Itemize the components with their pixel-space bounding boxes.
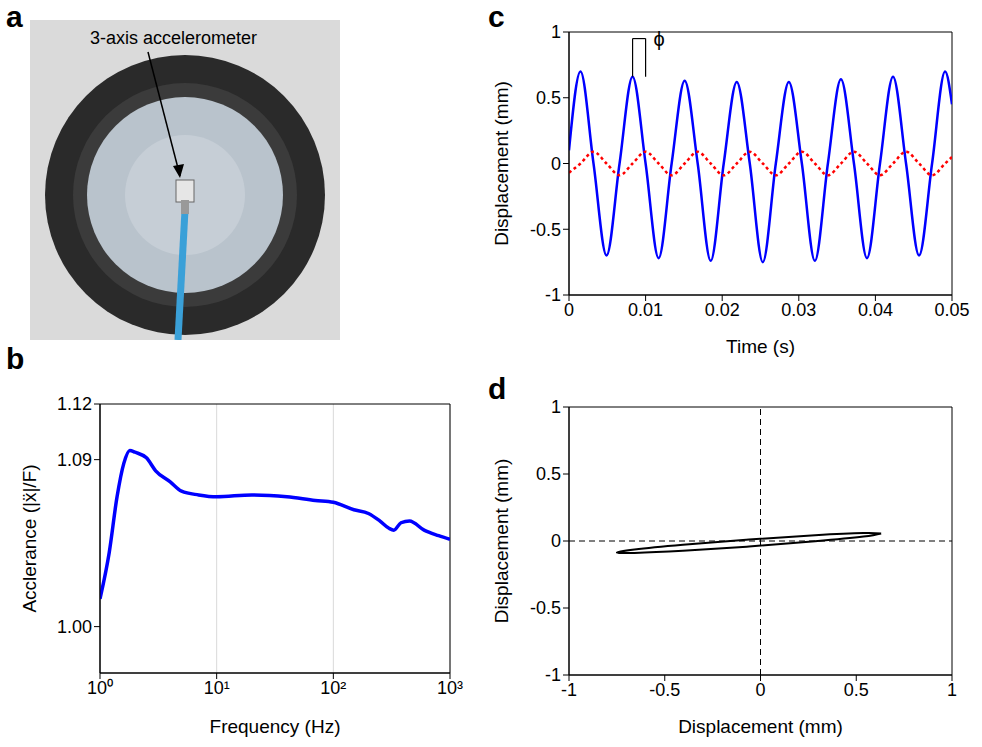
html-text:d: d: [488, 372, 507, 405]
svg-text:ϕ: ϕ: [654, 28, 665, 50]
svg-text:10²: 10²: [320, 678, 346, 698]
svg-text:0.5: 0.5: [844, 680, 869, 700]
svg-text:0.03: 0.03: [781, 300, 816, 320]
svg-text:0.5: 0.5: [536, 464, 561, 484]
svg-text:10¹: 10¹: [204, 678, 230, 698]
svg-text:Displacement (mm): Displacement (mm): [491, 459, 512, 624]
svg-text:-0.5: -0.5: [530, 220, 561, 240]
svg-text:Time (s): Time (s): [726, 336, 795, 357]
svg-text:0: 0: [551, 154, 561, 174]
svg-text:Displacement (mm): Displacement (mm): [491, 81, 512, 246]
svg-text:-0.5: -0.5: [530, 598, 561, 618]
svg-text:1: 1: [551, 397, 561, 417]
svg-text:0: 0: [551, 531, 561, 551]
svg-text:Frequency (Hz): Frequency (Hz): [210, 716, 341, 737]
svg-text:1: 1: [947, 680, 957, 700]
svg-text:Acclerance (|ẍ|/F): Acclerance (|ẍ|/F): [19, 464, 40, 612]
svg-text:10⁰: 10⁰: [87, 678, 113, 698]
svg-text:-1: -1: [561, 680, 577, 700]
svg-text:0: 0: [564, 300, 574, 320]
html-text:a: a: [6, 0, 23, 33]
svg-text:0.02: 0.02: [705, 300, 740, 320]
html-text:c: c: [488, 0, 505, 33]
svg-text:-1: -1: [545, 285, 561, 305]
svg-text:10³: 10³: [437, 678, 463, 698]
svg-text:1.00: 1.00: [57, 617, 92, 637]
svg-text:1.12: 1.12: [57, 394, 92, 414]
svg-text:0.01: 0.01: [628, 300, 663, 320]
svg-text:0.04: 0.04: [858, 300, 893, 320]
svg-text:0.05: 0.05: [934, 300, 969, 320]
svg-text:1.09: 1.09: [57, 450, 92, 470]
svg-text:0.5: 0.5: [536, 88, 561, 108]
svg-text:-0.5: -0.5: [649, 680, 680, 700]
svg-text:Displacement (mm): Displacement (mm): [678, 716, 843, 737]
svg-text:-1: -1: [545, 665, 561, 685]
svg-text:1: 1: [551, 22, 561, 42]
svg-text:0: 0: [755, 680, 765, 700]
html-text:b: b: [6, 342, 25, 375]
svg-text:3-axis accelerometer: 3-axis accelerometer: [90, 28, 257, 48]
